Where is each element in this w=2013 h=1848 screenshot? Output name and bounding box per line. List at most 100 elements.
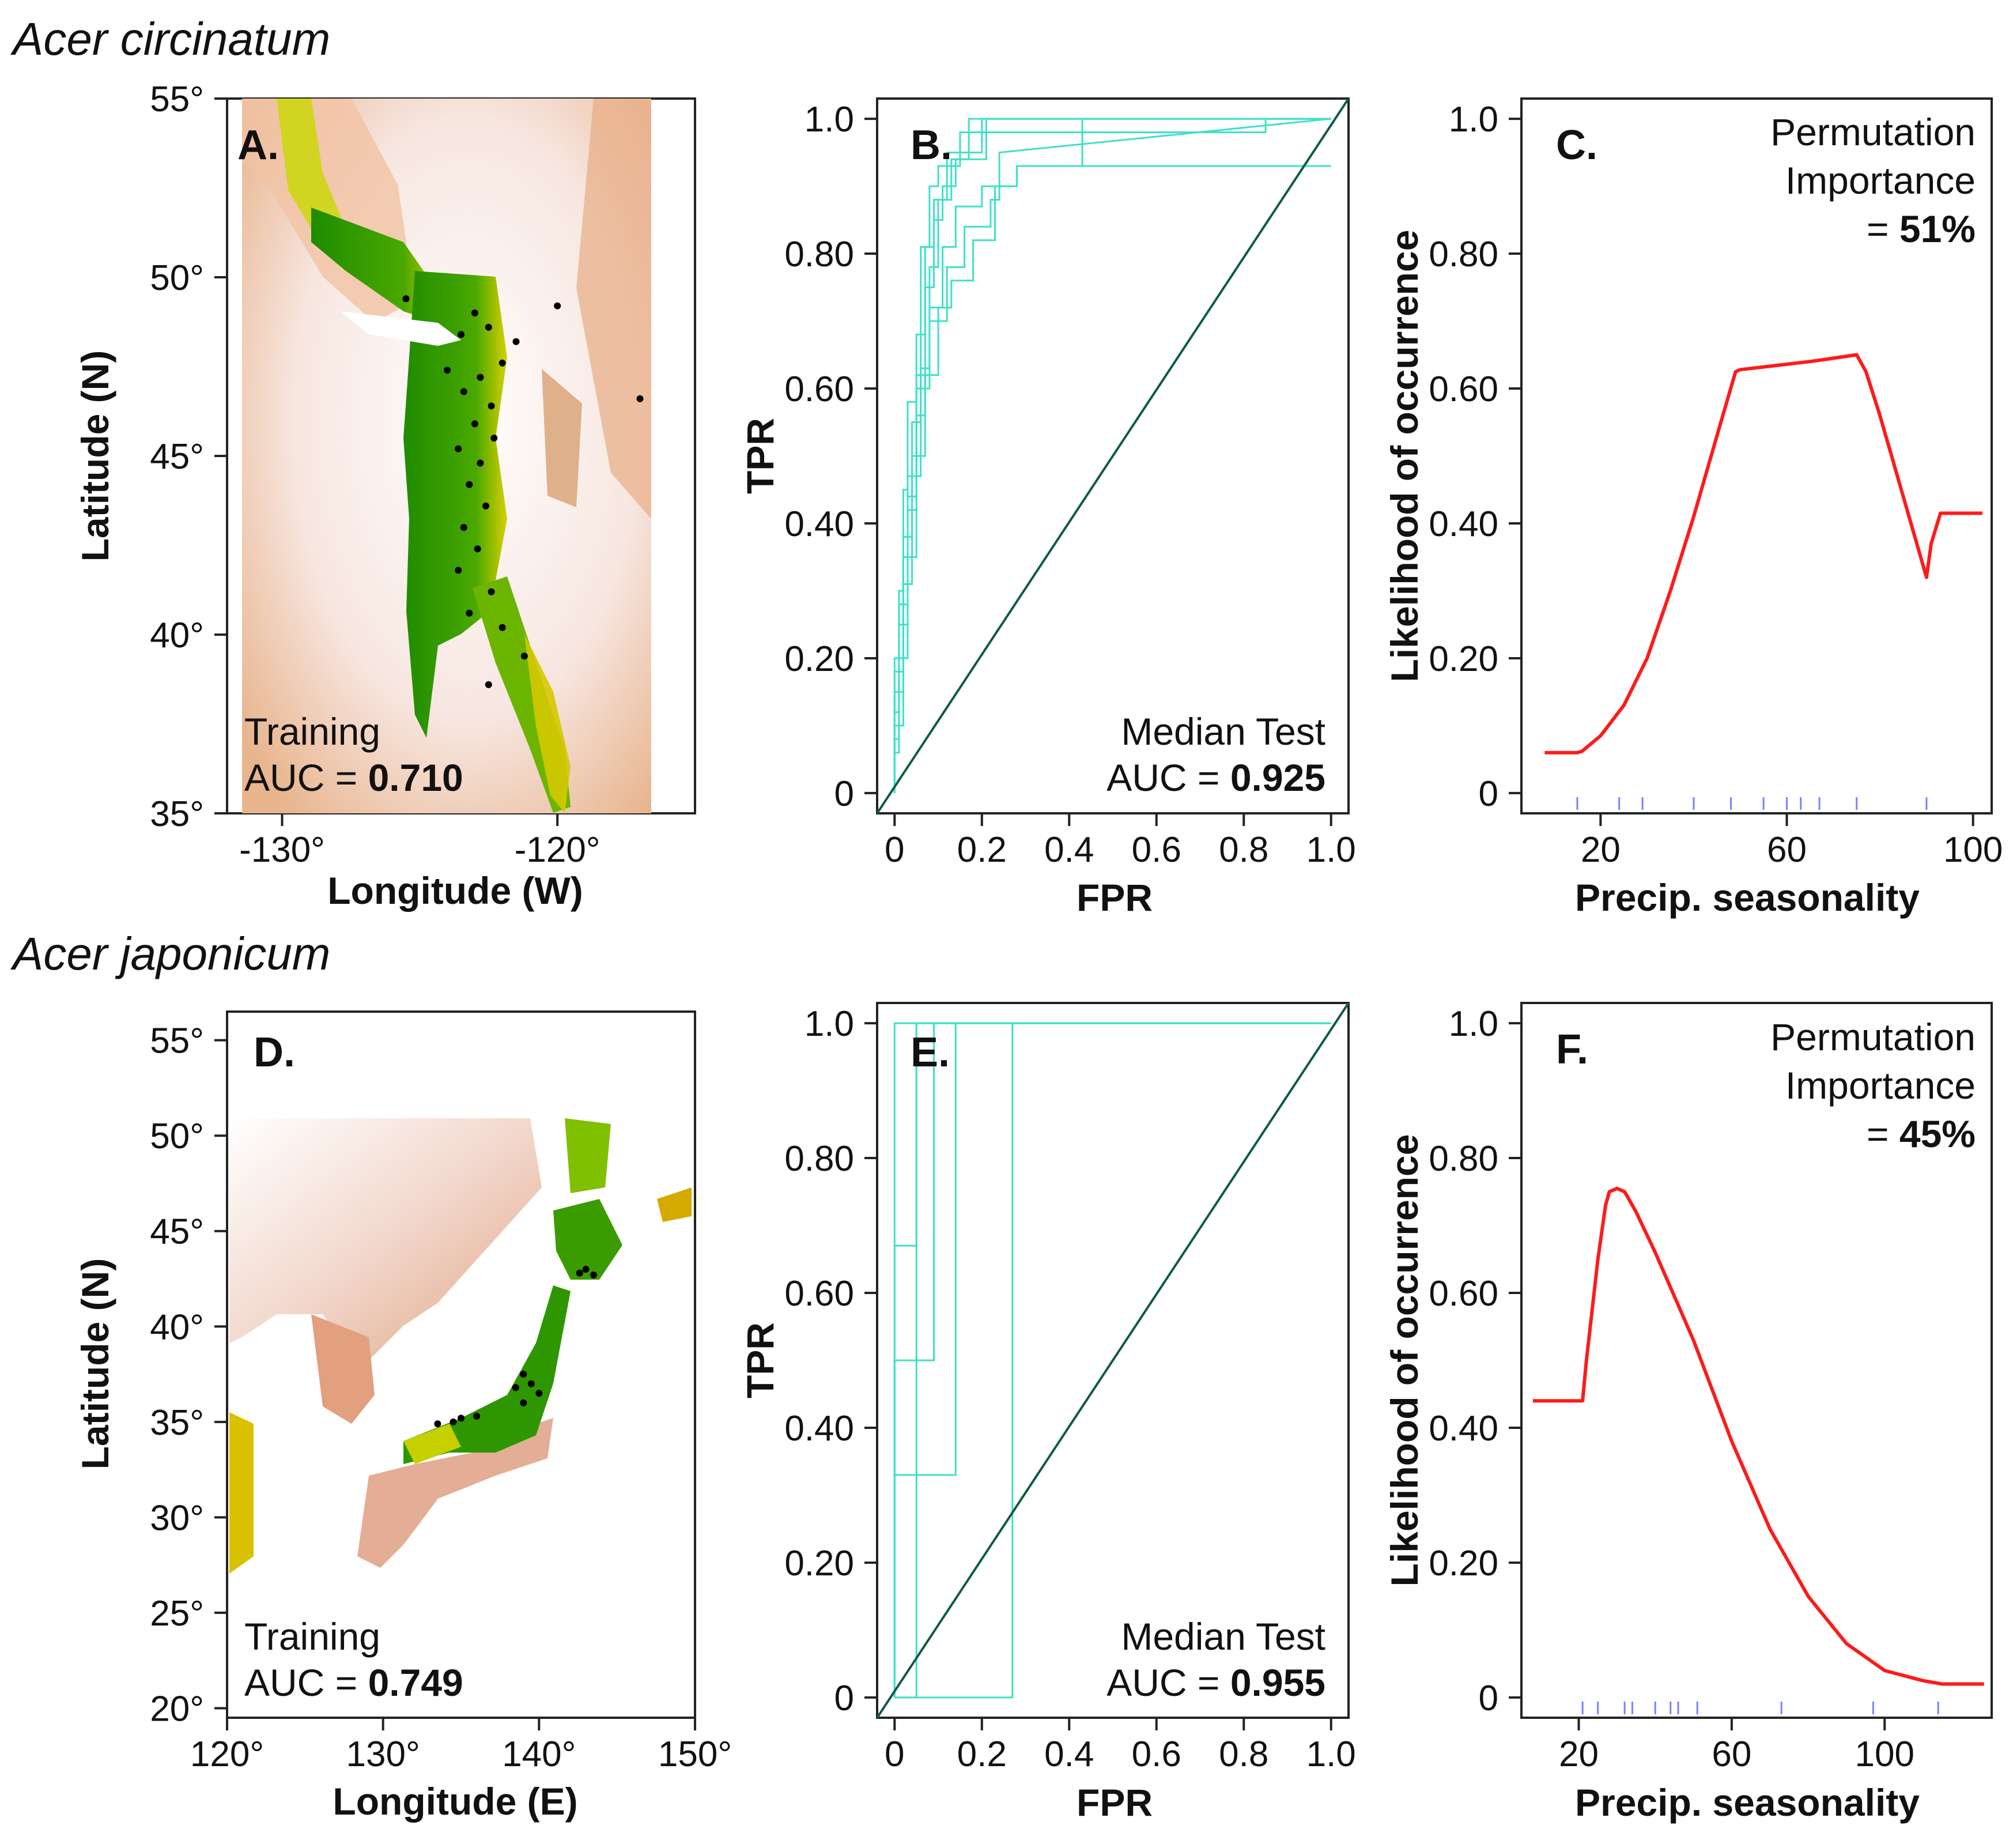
panel-c-ytick-label: 0.40 — [1429, 504, 1498, 544]
panel-c-ytick-label: 0.60 — [1429, 369, 1498, 409]
panel-d-ytick-label: 40° — [150, 1307, 204, 1347]
occurrence-point — [460, 524, 467, 531]
panel-b-label: B. — [911, 122, 952, 168]
panel-c-pi-line2: Importance — [1785, 159, 1976, 202]
panel-c-xtick-label: 60 — [1767, 830, 1807, 870]
panel-f-ytick-label: 0.60 — [1429, 1274, 1498, 1314]
occurrence-point — [527, 1380, 535, 1387]
panel-e-xlabel: FPR — [1077, 1781, 1153, 1824]
occurrence-point — [490, 435, 498, 442]
occurrence-point — [471, 310, 478, 316]
occurrence-point — [520, 1371, 527, 1378]
panel-c-ytick-label: 0 — [1479, 774, 1498, 814]
panel-d-ytick-label: 25° — [150, 1594, 204, 1634]
occurrence-point — [473, 1412, 481, 1420]
panel-b-ytick-label: 0.20 — [784, 639, 854, 679]
panel-d-xtick-label: 120° — [190, 1734, 264, 1774]
panel-c-frame — [1520, 97, 1993, 814]
panel-d-map: D. Training AUC = 0.749 120° 130° 140° 150°… — [74, 1010, 732, 1823]
panel-e-auc: AUC = 0.955 — [1106, 1661, 1325, 1704]
occurrence-point — [554, 302, 561, 310]
panel-b-xtick-label: 0.6 — [1132, 830, 1181, 870]
panel-a-suitability-raster — [242, 99, 651, 813]
panel-b-ytick-label: 0.80 — [784, 235, 854, 274]
panel-e-ytick-label: 1.0 — [805, 1004, 854, 1044]
panel-e-roc: 0 0.2 0.4 0.6 0.8 1.000.200.400.600.801.0 E. … — [739, 1002, 1356, 1824]
panel-e-xtick-label: 1.0 — [1306, 1734, 1356, 1774]
panel-d-ytick-label: 45° — [150, 1212, 204, 1252]
occurrence-point — [488, 402, 495, 410]
panel-f-xtick-label: 60 — [1712, 1734, 1751, 1774]
panel-f-plot: 20 60 100 0 0.20 0.40 0.60 0.80 1.0 — [1429, 1004, 1984, 1774]
response-curve — [1544, 353, 1982, 755]
panel-e-xtick-label: 0.2 — [957, 1734, 1007, 1774]
panel-a-ytick-label: 50° — [150, 258, 204, 298]
panel-c-ytick-label: 1.0 — [1449, 100, 1498, 139]
panel-a-axes: -130° -120° 55° 50° 45° 40° 35° — [150, 80, 600, 870]
occurrence-point — [460, 388, 467, 395]
panel-a-ytick-label: 45° — [150, 437, 204, 477]
occurrence-point — [455, 567, 462, 574]
occurrence-point — [458, 1415, 464, 1422]
panel-d-auc: AUC = 0.749 — [244, 1661, 463, 1704]
occurrence-point — [576, 1269, 583, 1277]
occurrence-point — [455, 445, 462, 452]
panel-a-xtick-label: -120° — [515, 830, 600, 870]
panel-d-occurrences — [434, 1265, 598, 1428]
panel-e-xtick-label: 0 — [885, 1734, 904, 1774]
panel-d-suitability-raster — [229, 1118, 692, 1574]
panel-a-xlabel: Longitude (W) — [327, 869, 583, 912]
panel-b-ytick-label: 0.60 — [784, 369, 854, 409]
panel-f-pi-line1: Permutation — [1770, 1016, 1976, 1058]
panel-e-ytick-label: 0.60 — [784, 1274, 854, 1314]
panel-e-xtick-label: 0.8 — [1219, 1734, 1268, 1774]
occurrence-point — [485, 323, 492, 331]
panel-b-xtick-label: 0.2 — [957, 830, 1007, 870]
panel-b-roc: 0 0.2 0.4 0.6 0.8 1.000.200.400.600.801.0 B. … — [739, 97, 1356, 919]
panel-a-training-label: Training — [244, 710, 380, 753]
occurrence-point — [485, 681, 492, 688]
panel-b-ytick-label: 0 — [834, 774, 854, 814]
roc-curve-7 — [893, 118, 1331, 793]
panel-b-ylabel: TPR — [739, 418, 781, 494]
panel-b-xtick-label: 1.0 — [1306, 830, 1356, 870]
panel-a-xtick-label: -130° — [239, 830, 325, 870]
panel-c-ytick-label: 0.80 — [1429, 235, 1498, 274]
occurrence-point — [466, 609, 473, 617]
panel-f-frame — [1520, 1002, 1993, 1719]
panel-b-auc: AUC = 0.925 — [1106, 756, 1325, 799]
panel-e-xtick-label: 0.4 — [1044, 1734, 1094, 1774]
panel-e-ylabel: TPR — [739, 1322, 781, 1398]
panel-e-ytick-label: 0 — [834, 1679, 854, 1718]
panel-d-ylabel: Latitude (N) — [74, 1258, 116, 1470]
panel-c-pi-value: = 51% — [1867, 208, 1976, 250]
panel-a-ytick-label: 35° — [150, 794, 204, 834]
panel-e-ytick-label: 0.40 — [784, 1409, 854, 1449]
panel-f-label: F. — [1556, 1027, 1588, 1073]
panel-c-xtick-label: 20 — [1581, 830, 1621, 870]
panel-c-plot: 20 60 100 0 0.20 0.40 0.60 0.80 1.0 — [1429, 100, 2003, 870]
panel-b-xtick-label: 0.4 — [1044, 830, 1094, 870]
random-diagonal-line — [876, 1002, 1350, 1719]
occurrence-point — [488, 588, 495, 595]
panel-f-ytick-label: 0.40 — [1429, 1409, 1498, 1449]
panel-c-pi-line1: Permutation — [1770, 111, 1976, 153]
species-name-2: Acer japonicum — [10, 928, 330, 979]
occurrence-point — [471, 420, 478, 428]
occurrence-point — [458, 331, 464, 338]
panel-b-ytick-label: 1.0 — [805, 100, 854, 139]
panel-c-ytick-label: 0.20 — [1429, 639, 1498, 679]
panel-b-xlabel: FPR — [1077, 876, 1153, 919]
panel-d-xtick-label: 140° — [502, 1734, 576, 1774]
occurrence-point — [482, 502, 489, 510]
occurrence-point — [450, 1418, 457, 1425]
panel-c-response: 20 60 100 0 0.20 0.40 0.60 0.80 1.0 C. Permutati… — [1383, 97, 2003, 919]
panel-a-ylabel: Latitude (N) — [74, 350, 116, 562]
panel-d-label: D. — [254, 1029, 295, 1076]
panel-d-ytick-label: 55° — [150, 1021, 204, 1061]
occurrence-point — [466, 481, 473, 488]
panel-e-median-test-label: Median Test — [1121, 1615, 1325, 1658]
panel-a-map: A. Training AUC = 0.710 -130° -120° 55° 50°… — [74, 80, 696, 912]
occurrence-point — [444, 367, 451, 374]
